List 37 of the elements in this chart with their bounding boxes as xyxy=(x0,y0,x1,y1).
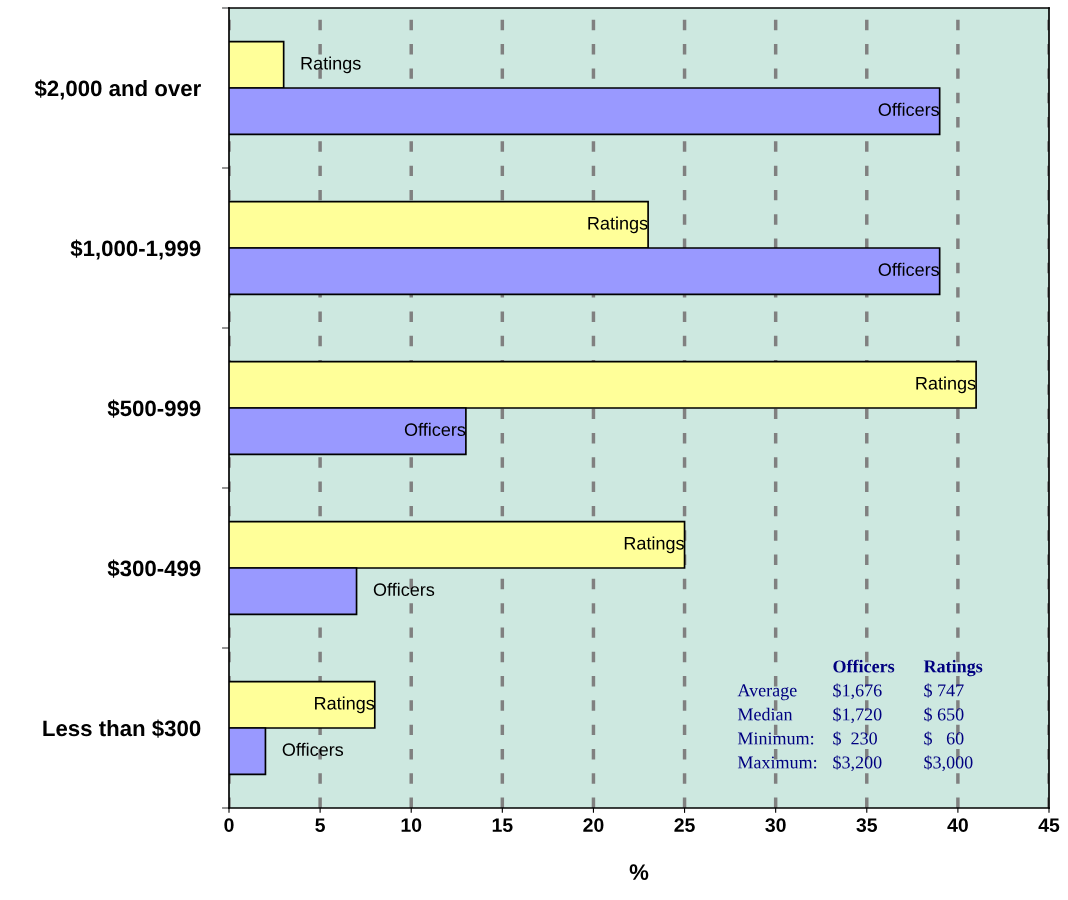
annotation: $ 747 xyxy=(924,683,964,698)
annotation: $3,200 xyxy=(833,755,882,772)
annotation: Minimum: xyxy=(737,732,814,745)
text: Ratings xyxy=(624,536,684,554)
x-tick-label: 30 xyxy=(765,818,786,833)
y-tick-label: $300-499 xyxy=(107,559,201,578)
x-tick-label: 35 xyxy=(856,818,878,833)
x-tick-label: 15 xyxy=(492,818,513,832)
x-axis-title: % xyxy=(629,864,649,880)
annotation: Median xyxy=(737,707,793,721)
text: Officers xyxy=(282,742,344,757)
x-tick-label: 0 xyxy=(224,818,234,832)
annotation: Average xyxy=(737,684,797,701)
x-tick-label: 5 xyxy=(315,818,325,832)
text: Officers xyxy=(373,582,435,597)
x-tick-label: 40 xyxy=(947,818,968,832)
y-tick-label: $500-999 xyxy=(107,399,201,418)
annotation: Ratings xyxy=(923,659,983,677)
x-tick-label: 45 xyxy=(1038,818,1060,832)
y-tick-label: $1,000-1,999 xyxy=(70,239,201,260)
x-tick-label: 10 xyxy=(401,818,422,832)
x-tick-label: 25 xyxy=(674,818,695,832)
annotation: $1,676 xyxy=(833,683,882,700)
text: Officers xyxy=(878,262,940,277)
text: Ratings xyxy=(315,696,375,714)
annotation: $ 650 xyxy=(924,707,964,722)
text: Ratings xyxy=(301,56,361,74)
annotation: Officers xyxy=(833,659,895,673)
annotation: $ 60 xyxy=(924,731,964,746)
annotation: $1,720 xyxy=(833,707,882,724)
annotation: Maximum: xyxy=(737,756,817,769)
series-label: Officers xyxy=(878,102,940,117)
x-tick-label: 20 xyxy=(583,818,604,832)
y-tick-label: Less than $300 xyxy=(43,719,201,738)
annotation: $ 230 xyxy=(833,731,877,746)
annotation: $3,000 xyxy=(924,755,973,772)
y-tick-label: $2,000 and over xyxy=(34,79,201,100)
